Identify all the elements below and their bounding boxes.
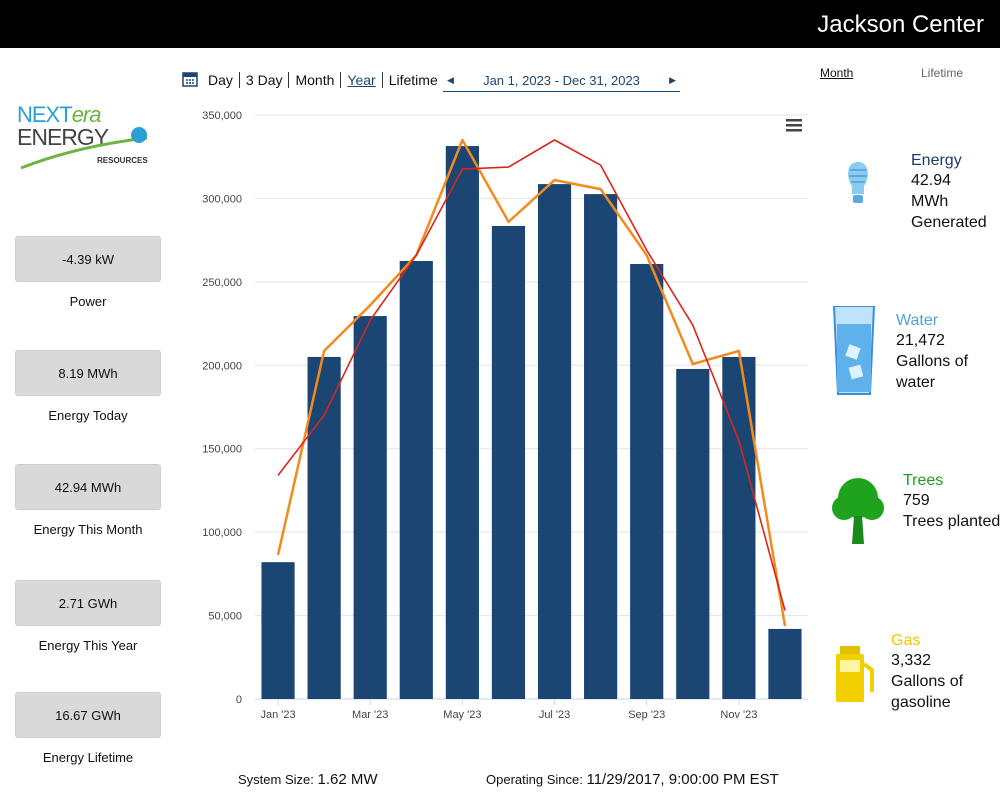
y-tick-label: 100,000: [202, 527, 242, 539]
calendar-top: [183, 73, 197, 77]
stat-label: Energy Today: [48, 408, 128, 423]
impact-value: 759: [903, 492, 930, 509]
impact-item: Water 21,472 Gallons of water: [896, 312, 996, 393]
operating-since-value: 11/29/2017, 9:00:00 PM EST: [586, 771, 779, 788]
impact-icon: [832, 478, 884, 544]
swoosh-line: [20, 136, 148, 170]
impact-tab[interactable]: Month: [820, 66, 854, 80]
bar: [261, 562, 295, 699]
bar: [445, 146, 479, 700]
impact-value: 21,472: [896, 332, 945, 349]
stat-value: 2.71 GWh: [15, 580, 161, 626]
bar: [537, 184, 572, 699]
site-title: Jackson Center: [817, 11, 984, 38]
date-range-text: Jan 1, 2023 - Dec 31, 2023: [483, 73, 640, 88]
x-tick-label: Jan '23: [260, 709, 295, 721]
impact-title: Water: [896, 312, 939, 329]
bar: [722, 356, 756, 699]
impact-icon: [836, 646, 874, 702]
stat-label: Energy Lifetime: [42, 750, 134, 765]
system-size: System Size: 1.62 MW: [238, 771, 378, 788]
range-nav: Day 3 Day Month Year Lifetime: [202, 70, 444, 90]
impact-desc: Gallons of gasoline: [891, 673, 964, 711]
bar: [491, 225, 526, 699]
impact-desc: Trees planted: [903, 513, 1000, 530]
menu-bar: [786, 129, 802, 132]
date-range: ◀ Jan 1, 2023 - Dec 31, 2023 ▶: [443, 70, 680, 92]
range-option[interactable]: Day: [208, 72, 233, 88]
logo-sub: RESOURCES: [97, 156, 148, 165]
impact-tab[interactable]: Lifetime: [921, 66, 964, 80]
bar: [676, 368, 710, 699]
bar: [353, 316, 387, 699]
logo-energy: ENERGY: [17, 124, 109, 150]
line-series: [277, 139, 786, 611]
range-option[interactable]: Month: [288, 72, 340, 88]
bar: [584, 194, 618, 700]
x-tick-label: May '23: [443, 709, 481, 721]
menu-bar: [786, 124, 802, 127]
y-tick-label: 300,000: [202, 193, 242, 205]
logo-top: NEXTera: [17, 104, 167, 126]
bar: [630, 264, 664, 699]
y-tick-label: 200,000: [202, 360, 242, 372]
calendar-days: [186, 79, 194, 84]
range-option[interactable]: Lifetime: [381, 72, 444, 88]
impact-item: Trees 759 Trees planted: [903, 472, 1000, 532]
y-tick-label: 0: [236, 694, 242, 706]
operating-since: Operating Since: 11/29/2017, 9:00:00 PM …: [486, 771, 779, 788]
y-tick-label: 250,000: [202, 277, 242, 289]
impact-value: 42.94: [911, 172, 952, 189]
stat-value: -4.39 kW: [15, 236, 161, 282]
range-option[interactable]: 3 Day: [238, 72, 289, 88]
line-series: [276, 138, 787, 627]
impact-icon: [848, 162, 868, 203]
system-size-label: System Size:: [238, 772, 314, 787]
impact-title: Trees: [903, 472, 944, 489]
x-tick-label: Nov '23: [720, 709, 757, 721]
stat-label: Energy This Month: [33, 522, 143, 537]
range-option[interactable]: Year: [340, 72, 381, 88]
logo-next: NEXT: [17, 102, 73, 127]
logo-globe: [131, 127, 147, 143]
next-arrow[interactable]: ▶: [669, 75, 676, 85]
impact-value: 3,332: [891, 652, 932, 669]
impact-item: Gas 3,332 Gallons of gasoline: [891, 632, 991, 713]
stat-value: 16.67 GWh: [15, 692, 161, 738]
impact-icon: [832, 306, 876, 395]
logo-era: era: [71, 102, 102, 127]
operating-since-label: Operating Since:: [486, 772, 583, 787]
system-size-value: 1.62 MW: [317, 771, 378, 788]
y-tick-label: 50,000: [208, 611, 242, 623]
logo: NEXTera ENERGY RESOURCES: [17, 104, 167, 170]
y-tick-label: 350,000: [202, 110, 242, 122]
logo-swoosh: [20, 127, 148, 170]
impact-desc: MWh Generated: [911, 193, 987, 231]
x-tick-label: Sep '23: [628, 709, 665, 721]
chart-menu[interactable]: [786, 119, 802, 132]
calendar-icon[interactable]: [182, 71, 198, 87]
bar: [399, 261, 433, 699]
stat-label: Power: [69, 294, 107, 309]
bar: [307, 356, 341, 699]
y-tick-label: 150,000: [202, 444, 242, 456]
prev-arrow[interactable]: ◀: [447, 75, 454, 85]
menu-bar: [786, 119, 802, 122]
header: Jackson Center: [0, 0, 1000, 48]
impact-item: Energy 42.94 MWh Generated: [911, 152, 1000, 233]
stat-value: 8.19 MWh: [15, 350, 161, 396]
x-tick-label: Mar '23: [352, 709, 388, 721]
impact-title: Gas: [891, 632, 921, 649]
stat-value: 42.94 MWh: [15, 464, 161, 510]
x-tick-label: Jul '23: [539, 709, 570, 721]
stat-label: Energy This Year: [38, 638, 138, 653]
impact-title: Energy: [911, 152, 962, 169]
bar: [768, 628, 802, 699]
impact-desc: Gallons of water: [896, 353, 969, 391]
